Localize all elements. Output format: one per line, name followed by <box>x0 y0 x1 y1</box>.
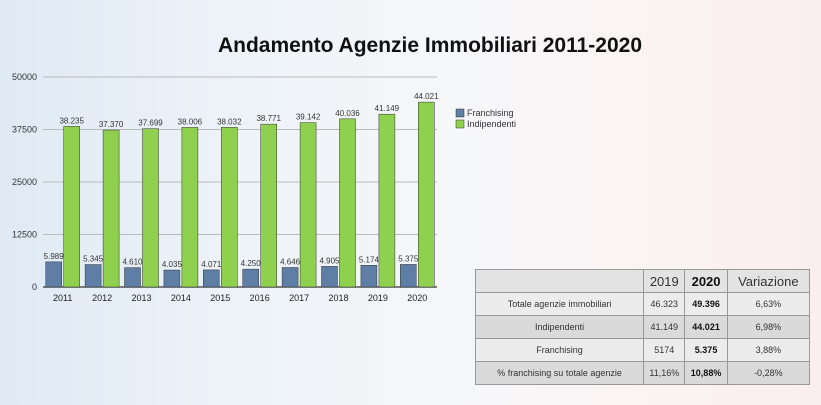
cell: 41.149 <box>643 315 686 339</box>
cell: 6,98% <box>726 315 811 339</box>
bar-franchising <box>360 265 378 288</box>
data-label: 5.345 <box>83 255 104 264</box>
bar-indipendenti <box>142 128 159 288</box>
data-label: 37.370 <box>99 120 124 129</box>
bar-franchising <box>124 267 141 288</box>
cell: 5174 <box>643 338 686 362</box>
bar-franchising <box>84 264 102 288</box>
x-tick-label: 2014 <box>171 293 191 303</box>
header-cell: 2019 <box>643 269 686 293</box>
bar-indipendenti <box>221 127 238 288</box>
legend-label: Franchising <box>467 108 514 118</box>
data-label: 5.989 <box>44 252 65 261</box>
table-row: Indipendenti 41.149 44.021 6,98% <box>474 315 811 339</box>
data-label: 4.646 <box>280 257 301 266</box>
chart-title: Andamento Agenzie Immobiliari 2011-2020 <box>217 34 643 57</box>
table-header-row: 2019 2020 Variazione <box>474 269 811 293</box>
x-tick-label: 2018 <box>328 293 348 303</box>
x-tick-label: 2020 <box>407 293 427 303</box>
bar-indipendenti <box>418 101 435 288</box>
cell: 5.375 <box>684 338 728 362</box>
x-tick-label: 2017 <box>289 293 309 303</box>
bar-indipendenti <box>63 126 80 288</box>
bar-indipendenti <box>102 129 120 288</box>
x-tick-label: 2019 <box>368 293 388 303</box>
y-tick-label: 0 <box>32 282 37 292</box>
y-tick-label: 25000 <box>12 177 37 187</box>
data-label: 38.006 <box>178 117 203 126</box>
data-label: 38.032 <box>217 117 242 126</box>
cell: 44.021 <box>684 315 728 339</box>
bar-indipendenti <box>378 113 396 288</box>
legend-label: Indipendenti <box>467 119 516 129</box>
data-label: 4.035 <box>162 260 183 269</box>
header-cell: Variazione <box>726 269 811 293</box>
comparison-table: 2019 2020 Variazione Totale agenzie immo… <box>474 269 811 385</box>
data-label: 40.036 <box>335 109 360 118</box>
data-label: 5.174 <box>359 255 380 264</box>
x-tick-label: 2012 <box>92 293 112 303</box>
x-tick-label: 2015 <box>210 293 230 303</box>
bar-franchising <box>281 267 299 288</box>
bar-franchising <box>203 269 220 288</box>
bar-franchising <box>400 264 417 288</box>
data-label: 37.699 <box>138 119 163 128</box>
data-label: 4.610 <box>122 258 143 267</box>
bar-franchising <box>163 269 181 288</box>
bar-franchising <box>45 261 62 288</box>
data-label: 38.771 <box>256 114 281 123</box>
data-label: 44.021 <box>414 92 439 101</box>
data-label: 4.071 <box>201 260 222 269</box>
cell: Totale agenzie immobiliari <box>474 292 645 316</box>
bar-indipendenti <box>339 118 356 288</box>
bar-franchising <box>242 268 259 288</box>
data-label: 41.149 <box>375 104 400 113</box>
cell: 10,88% <box>684 361 728 385</box>
cell: 3,88% <box>726 338 811 362</box>
cell: Indipendenti <box>474 315 645 339</box>
y-tick-label: 50000 <box>12 72 37 82</box>
bar-indipendenti <box>260 123 277 288</box>
cell: 11,16% <box>643 361 686 385</box>
cell: -0,28% <box>726 361 811 385</box>
cell: 46.323 <box>643 292 686 316</box>
x-tick-label: 2016 <box>250 293 270 303</box>
bar-franchising <box>321 266 338 288</box>
header-cell: 2020 <box>684 269 728 293</box>
table-row: Franchising 5174 5.375 3,88% <box>474 338 811 362</box>
data-label: 4.250 <box>241 259 262 268</box>
bar-indipendenti <box>299 122 317 288</box>
cell: 6,63% <box>726 292 811 316</box>
cell: 49.396 <box>684 292 728 316</box>
legend-swatch <box>455 108 465 118</box>
data-label: 4.905 <box>319 256 340 265</box>
data-label: 39.142 <box>296 113 321 122</box>
cell: % franchising su totale agenzie <box>474 361 645 385</box>
table-row: Totale agenzie immobiliari 46.323 49.396 6,… <box>474 292 811 316</box>
cell: Franchising <box>474 338 645 362</box>
table-row: % franchising su totale agenzie 11,16% 10,… <box>474 361 811 385</box>
legend-swatch <box>455 119 465 129</box>
data-label: 38.235 <box>59 116 84 125</box>
y-tick-label: 12500 <box>12 230 37 240</box>
x-tick-label: 2013 <box>131 293 151 303</box>
header-cell <box>474 269 645 293</box>
y-tick-label: 37500 <box>12 125 37 135</box>
bar-indipendenti <box>181 127 199 288</box>
data-label: 5.375 <box>398 254 419 263</box>
x-tick-label: 2011 <box>53 293 72 303</box>
